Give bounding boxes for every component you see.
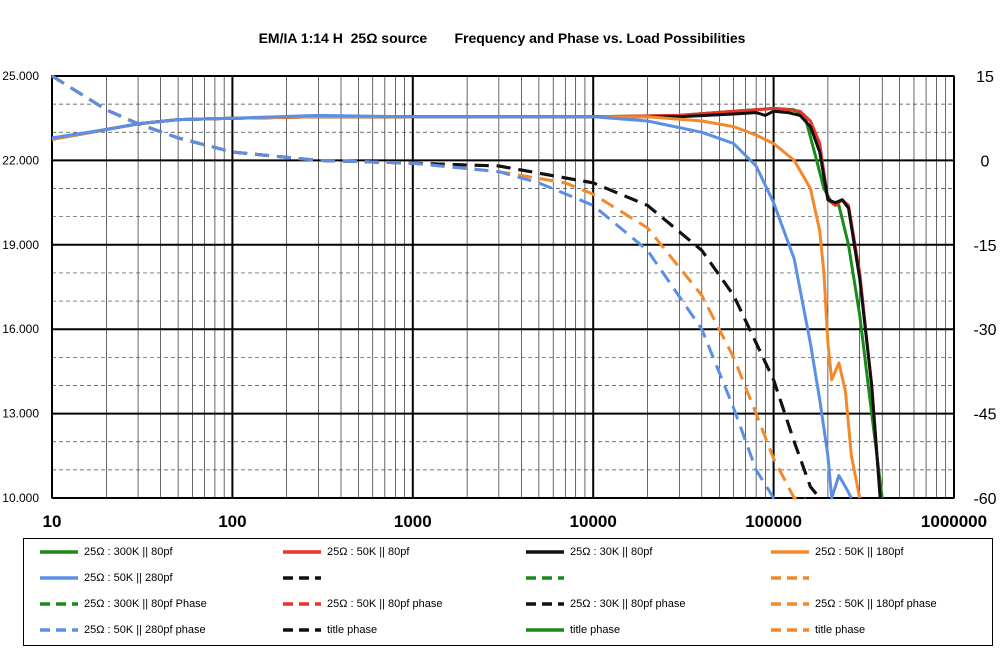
legend-swatch: [771, 628, 809, 632]
legend-label: 25Ω : 50K || 180pf phase: [815, 598, 937, 610]
legend-item: 25Ω : 50K || 80pf phase: [281, 594, 442, 614]
legend-swatch: [526, 628, 564, 632]
legend-item: title phase: [281, 620, 377, 640]
series-layer: [51, 74, 884, 500]
legend-swatch: [40, 602, 78, 606]
legend-item: title phase: [524, 620, 620, 640]
legend-label: 25Ω : 50K || 280pf: [84, 572, 173, 584]
legend-item: 25Ω : 300K || 80pf Phase: [38, 594, 207, 614]
y-right-tick-label: 0: [981, 153, 990, 170]
legend-label: 25Ω : 300K || 80pf Phase: [84, 598, 207, 610]
grid-layer: [51, 75, 955, 499]
legend-swatch: [283, 576, 321, 580]
legend-item: 25Ω : 30K || 80pf: [524, 542, 652, 562]
series-line-8: [51, 74, 806, 500]
legend-swatch: [526, 602, 564, 606]
legend-label: 25Ω : 30K || 80pf: [570, 546, 653, 558]
legend-item: 25Ω : 50K || 280pf: [38, 568, 173, 588]
y-left-tick-label: 22.000: [2, 153, 39, 167]
legend-label: 25Ω : 50K || 80pf: [327, 546, 410, 558]
legend-swatch: [40, 628, 78, 632]
legend-swatch: [526, 576, 564, 580]
legend-item: [769, 568, 815, 588]
legend-item: [524, 568, 570, 588]
tick-layer: 10 100 1000 10000 100000 1000000 25.000 22.000 1…: [2, 69, 996, 531]
legend-label: 25Ω : 50K || 80pf phase: [327, 598, 443, 610]
legend-swatch: [771, 576, 809, 580]
x-tick-label: 100: [218, 512, 246, 531]
y-left-tick-label: 13.000: [2, 407, 39, 421]
legend: 25Ω : 300K || 80pf 25Ω : 50K || 80pf 25Ω :…: [23, 538, 993, 646]
legend-label: title phase: [327, 624, 378, 636]
legend-item: 25Ω : 50K || 180pf phase: [769, 594, 937, 614]
y-left-tick-label: 19.000: [2, 238, 39, 252]
y-left-tick-label: 16.000: [2, 322, 39, 336]
legend-swatch: [526, 550, 564, 554]
series-line-5: [51, 74, 821, 499]
series-line-7: [51, 74, 821, 499]
y-right-tick-label: -15: [973, 238, 996, 255]
x-tick-label: 1000000: [921, 512, 987, 531]
legend-swatch: [283, 628, 321, 632]
legend-item: [281, 568, 327, 588]
legend-item: title phase: [769, 620, 865, 640]
legend-swatch: [40, 576, 78, 580]
legend-swatch: [283, 550, 321, 554]
x-tick-label: 10: [43, 512, 62, 531]
legend-label: 25Ω : 50K || 180pf: [815, 546, 904, 558]
y-right-tick-label: -30: [973, 322, 996, 339]
legend-label: 25Ω : 50K || 280pf phase: [84, 624, 206, 636]
legend-label: title phase: [815, 624, 866, 636]
y-right-tick-label: -60: [973, 491, 996, 508]
y-left-tick-label: 25.000: [2, 69, 39, 83]
legend-item: 25Ω : 50K || 80pf: [281, 542, 409, 562]
plot-frame: [51, 75, 955, 499]
legend-item: 25Ω : 50K || 280pf phase: [38, 620, 206, 640]
series-line-6: [51, 74, 821, 499]
legend-swatch: [771, 602, 809, 606]
legend-item: 25Ω : 30K || 80pf phase: [524, 594, 685, 614]
legend-item: 25Ω : 50K || 180pf: [769, 542, 904, 562]
x-tick-label: 10000: [570, 512, 617, 531]
series-line-9: [51, 74, 782, 500]
y-right-tick-label: -45: [973, 407, 996, 424]
legend-label: 25Ω : 300K || 80pf: [84, 546, 173, 558]
legend-swatch: [771, 550, 809, 554]
legend-swatch: [40, 550, 78, 554]
chart-title: EM/IA 1:14 H 25Ω source Frequency and Ph…: [258, 30, 746, 46]
x-tick-label: 100000: [745, 512, 802, 531]
legend-label: title phase: [570, 624, 621, 636]
x-tick-label: 1000: [394, 512, 432, 531]
legend-swatch: [283, 602, 321, 606]
y-left-tick-label: 10.000: [2, 491, 39, 505]
y-right-tick-label: 15: [976, 69, 994, 86]
legend-label: 25Ω : 30K || 80pf phase: [570, 598, 686, 610]
legend-item: 25Ω : 300K || 80pf: [38, 542, 173, 562]
series-line-4: [51, 113, 853, 500]
